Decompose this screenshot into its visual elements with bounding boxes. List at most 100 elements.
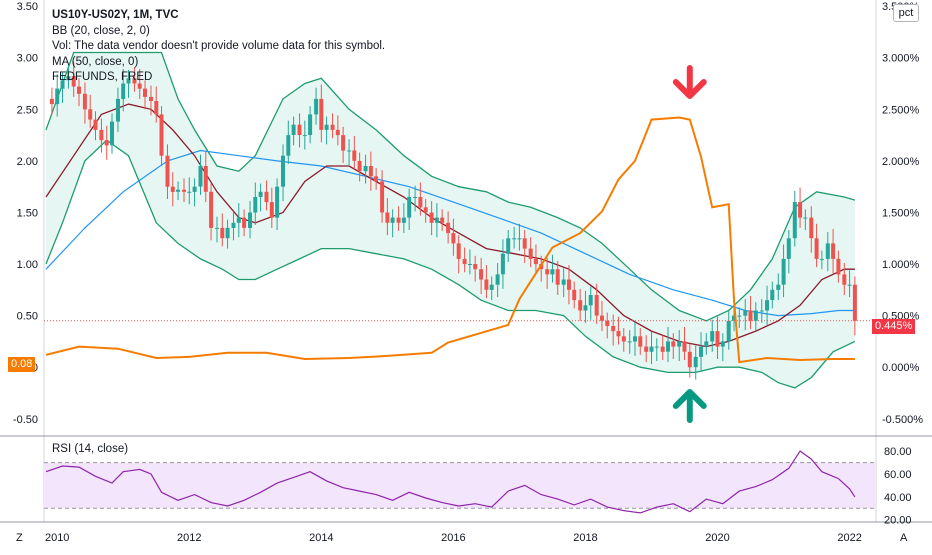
candle-body xyxy=(170,186,175,192)
candle-body xyxy=(357,160,362,172)
candle-body xyxy=(699,346,703,357)
candle-body xyxy=(330,124,335,130)
candle-body xyxy=(297,124,302,135)
candle-body xyxy=(132,78,137,84)
right-tick-label: 2.000% xyxy=(882,156,920,168)
candle-body xyxy=(517,238,522,240)
candle-body xyxy=(126,78,131,84)
candle-body xyxy=(236,217,241,223)
candle-body xyxy=(324,124,329,130)
right-tick-label: 0.000% xyxy=(882,362,920,374)
candle-body xyxy=(352,150,357,161)
candle-body xyxy=(627,341,632,343)
candle-body xyxy=(687,351,692,368)
legend: US10Y-US02Y, 1M, TVC BB (20, close, 2, 0… xyxy=(52,8,385,86)
candle-body xyxy=(192,186,197,192)
ma-legend[interactable]: MA (50, close, 0) xyxy=(52,55,139,68)
candle-body xyxy=(347,150,352,152)
zoom-reset-button[interactable]: Z xyxy=(16,532,23,544)
candle-body xyxy=(781,258,786,285)
candle-body xyxy=(473,264,478,270)
rsi-tick-label: 80.00 xyxy=(884,446,912,458)
candle-body xyxy=(671,341,676,347)
candle-body xyxy=(809,217,814,239)
time-tick-label: 2012 xyxy=(177,532,201,544)
candle-body xyxy=(335,129,340,136)
auto-scale-button[interactable]: A xyxy=(900,532,908,544)
candle-body xyxy=(264,191,269,203)
candle-body xyxy=(726,320,731,342)
candle-body xyxy=(462,258,467,265)
fedfunds-legend[interactable]: FEDFUNDS, FRED xyxy=(52,71,153,84)
candle-body xyxy=(506,238,511,254)
candle-body xyxy=(649,346,654,352)
left-tick-label: 2.50 xyxy=(17,104,38,116)
bb-lower-line xyxy=(45,139,856,389)
rsi-line xyxy=(45,450,856,514)
candle-body xyxy=(99,129,104,141)
right-axis-labels: 3.500%3.000%2.500%2.000%1.500%1.000%0.50… xyxy=(882,1,923,426)
candle-body xyxy=(561,279,566,285)
candle-body xyxy=(314,98,319,115)
candle-body xyxy=(588,295,593,306)
candle-body xyxy=(831,243,836,259)
time-tick-label: 2020 xyxy=(705,532,729,544)
candle-body xyxy=(60,80,65,89)
left-tick-label: -0.50 xyxy=(13,414,38,426)
candle-body xyxy=(275,186,280,218)
time-axis-labels: 2010 2012 2014 2016 2018 2020 2022 xyxy=(45,532,862,544)
bb-legend[interactable]: BB (20, close, 2, 0) xyxy=(52,24,150,37)
candle-body xyxy=(500,253,505,275)
candle-body xyxy=(451,233,456,244)
candle-body xyxy=(753,310,758,321)
candle-body xyxy=(776,284,781,290)
candle-body xyxy=(418,197,423,208)
candle-body xyxy=(71,76,76,87)
candle-body xyxy=(215,227,219,229)
candle-body xyxy=(611,326,616,332)
candle-body xyxy=(836,258,841,275)
candle-body xyxy=(825,243,830,259)
candle-body xyxy=(429,212,434,223)
candle-body xyxy=(638,336,643,347)
candle-body xyxy=(154,101,159,115)
candle-body xyxy=(341,135,346,151)
candle-body xyxy=(819,258,824,260)
last-price-badge: 0.445% xyxy=(872,319,916,334)
candle-body xyxy=(770,289,775,301)
candle-body xyxy=(616,331,621,337)
candle-body xyxy=(165,155,170,187)
left-tick-label: 3.50 xyxy=(17,1,38,13)
candle-body xyxy=(368,166,373,177)
candle-body xyxy=(737,315,742,317)
candle-body xyxy=(385,212,390,223)
rsi-tick-label: 60.00 xyxy=(884,469,912,481)
candle-body xyxy=(528,248,533,259)
candle-body xyxy=(374,176,379,182)
candle-body xyxy=(198,166,203,187)
candle-body xyxy=(572,289,577,301)
candle-body xyxy=(666,341,670,352)
time-tick-label: 2022 xyxy=(837,532,861,544)
candle-body xyxy=(583,305,588,311)
rsi-legend[interactable]: RSI (14, close) xyxy=(52,443,129,455)
candle-body xyxy=(484,279,489,290)
rsi-axis-labels: 80.00 60.00 40.00 20.00 xyxy=(884,446,912,527)
candle-body xyxy=(363,166,368,172)
symbol-title[interactable]: US10Y-US02Y, 1M, TVC xyxy=(52,9,179,21)
candle-body xyxy=(159,114,164,156)
candle-body xyxy=(242,217,247,228)
candle-body xyxy=(842,274,847,285)
pct-toggle-button[interactable]: pct xyxy=(893,4,919,22)
candle-body xyxy=(765,300,769,311)
candle-body xyxy=(522,238,527,249)
candle-body xyxy=(748,310,753,321)
candle-body xyxy=(456,243,461,259)
vol-legend[interactable]: Vol: The data vendor doesn't provide vol… xyxy=(52,40,386,53)
left-tick-label: 0.50 xyxy=(17,311,38,323)
candle-body xyxy=(396,217,401,223)
rsi-band-fill xyxy=(44,462,876,509)
candle-body xyxy=(847,284,852,286)
